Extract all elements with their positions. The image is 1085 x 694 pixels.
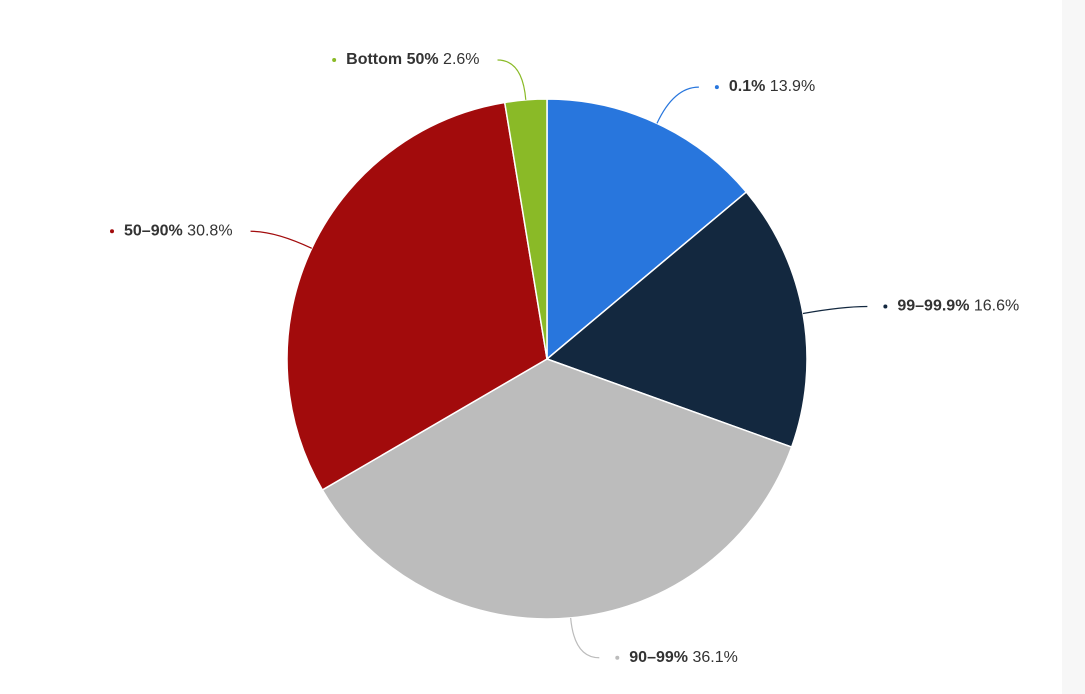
label-bullet [110, 229, 115, 234]
pie-slice [545, 190, 808, 449]
pie-slice [503, 98, 548, 360]
leader-line [570, 617, 600, 659]
category-label: 90–99% [629, 649, 688, 666]
data-label: 0.1% 13.9% [729, 78, 815, 95]
pie-slice [321, 358, 793, 620]
value-label: 30.8% [187, 222, 232, 239]
data-label: 99–99.9% 16.6% [897, 298, 1019, 315]
label-bullet [714, 85, 719, 90]
value-label: 36.1% [692, 649, 737, 666]
value-label: 2.6% [443, 51, 479, 68]
pie-slice [546, 98, 748, 361]
data-label: 90–99% 36.1% [629, 649, 738, 666]
leader-line [656, 86, 699, 124]
leader-line [250, 230, 313, 249]
data-label: Bottom 50% 2.6% [346, 51, 479, 68]
category-label: 50–90% [124, 222, 183, 239]
category-label: 0.1% [729, 78, 765, 95]
side-strip [1062, 0, 1085, 694]
value-label: 16.6% [974, 298, 1019, 315]
pie-slice [286, 101, 548, 491]
data-label: 50–90% 30.8% [124, 222, 233, 239]
leader-line [802, 305, 868, 315]
label-bullet [883, 304, 888, 309]
label-bullet [332, 58, 337, 63]
category-label: Bottom 50% [346, 51, 438, 68]
label-bullet [615, 655, 620, 660]
category-label: 99–99.9% [897, 298, 969, 315]
leader-line [497, 59, 527, 100]
value-label: 13.9% [770, 78, 815, 95]
